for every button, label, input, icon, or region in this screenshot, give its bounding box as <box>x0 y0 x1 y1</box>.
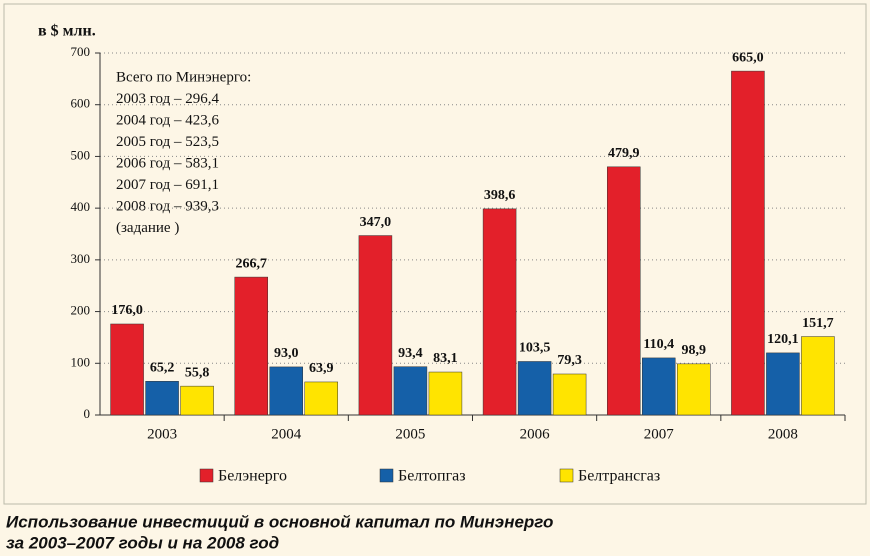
y-axis-label: в $ млн. <box>38 23 96 40</box>
y-tick-label: 300 <box>71 251 91 266</box>
caption: за 2003–2007 годы и на 2008 год <box>6 533 279 552</box>
value-label: 120,1 <box>767 332 799 347</box>
value-label: 93,4 <box>398 346 423 361</box>
y-tick-label: 0 <box>84 406 91 421</box>
value-label: 347,0 <box>360 215 392 230</box>
value-label: 479,9 <box>608 146 640 161</box>
bar <box>766 352 800 416</box>
bar <box>110 323 144 416</box>
x-tick-label: 2004 <box>271 426 302 442</box>
annotation-line: 2007 год – 691,1 <box>116 177 219 193</box>
value-label: 398,6 <box>484 188 516 203</box>
value-label: 110,4 <box>643 337 674 352</box>
y-tick-label: 500 <box>71 147 91 162</box>
annotation: Всего по Минэнерго: 2003 год – 296,4 2004 … <box>116 69 251 236</box>
value-label: 176,0 <box>111 303 143 318</box>
value-label: 63,9 <box>309 361 334 376</box>
legend-label: Белтопгаз <box>398 468 466 485</box>
bar <box>642 357 676 416</box>
bar <box>607 166 641 416</box>
bar <box>234 276 268 416</box>
bar <box>677 363 711 416</box>
annotation-line: (задание ) <box>116 220 179 236</box>
value-label: 55,8 <box>185 365 210 380</box>
legend-swatch <box>199 468 214 483</box>
x-tick-label: 2007 <box>644 426 675 442</box>
y-tick-label: 100 <box>71 354 91 369</box>
value-label: 93,0 <box>274 346 299 361</box>
value-label: 151,7 <box>802 316 834 331</box>
value-label: 103,5 <box>519 341 551 356</box>
bar <box>269 366 303 416</box>
bar <box>552 373 587 416</box>
legend-label: Белэнерго <box>218 468 287 485</box>
y-tick-label: 200 <box>71 303 91 318</box>
legend-label: Белтрансгаз <box>578 468 660 485</box>
bar <box>145 381 179 416</box>
annotation-line: 2006 год – 583,1 <box>116 155 219 171</box>
y-tick-label: 700 <box>71 44 91 59</box>
legend-swatch <box>379 468 394 483</box>
value-label: 665,0 <box>732 50 764 65</box>
annotation-line: 2005 год – 523,5 <box>116 134 219 150</box>
bar <box>731 70 765 416</box>
frame <box>3 3 867 505</box>
value-label: 83,1 <box>433 351 458 366</box>
value-label: 266,7 <box>236 256 268 271</box>
value-label: 65,2 <box>150 361 175 376</box>
bar <box>428 371 463 416</box>
value-label: 79,3 <box>557 353 582 368</box>
annotation-line: 2004 год – 423,6 <box>116 112 219 128</box>
x-tick-label: 2006 <box>520 426 551 442</box>
y-tick-label: 600 <box>71 96 91 111</box>
bar <box>482 208 517 416</box>
bar <box>517 361 552 416</box>
legend-swatch <box>559 468 574 483</box>
bar <box>304 381 338 416</box>
annotation-line: Всего по Минэнерго: <box>116 69 251 85</box>
x-tick-label: 2003 <box>147 426 177 442</box>
y-tick-label: 400 <box>71 199 91 214</box>
value-label: 98,9 <box>682 343 707 358</box>
bar <box>801 336 835 416</box>
bar <box>393 366 428 416</box>
caption: Использование инвестиций в основной капи… <box>6 512 553 531</box>
bar <box>180 385 214 416</box>
x-tick-label: 2008 <box>768 426 798 442</box>
bar <box>358 235 393 416</box>
annotation-line: 2008 год – 939,3 <box>116 198 219 214</box>
x-tick-label: 2005 <box>395 426 425 442</box>
annotation-line: 2003 год – 296,4 <box>116 91 219 107</box>
